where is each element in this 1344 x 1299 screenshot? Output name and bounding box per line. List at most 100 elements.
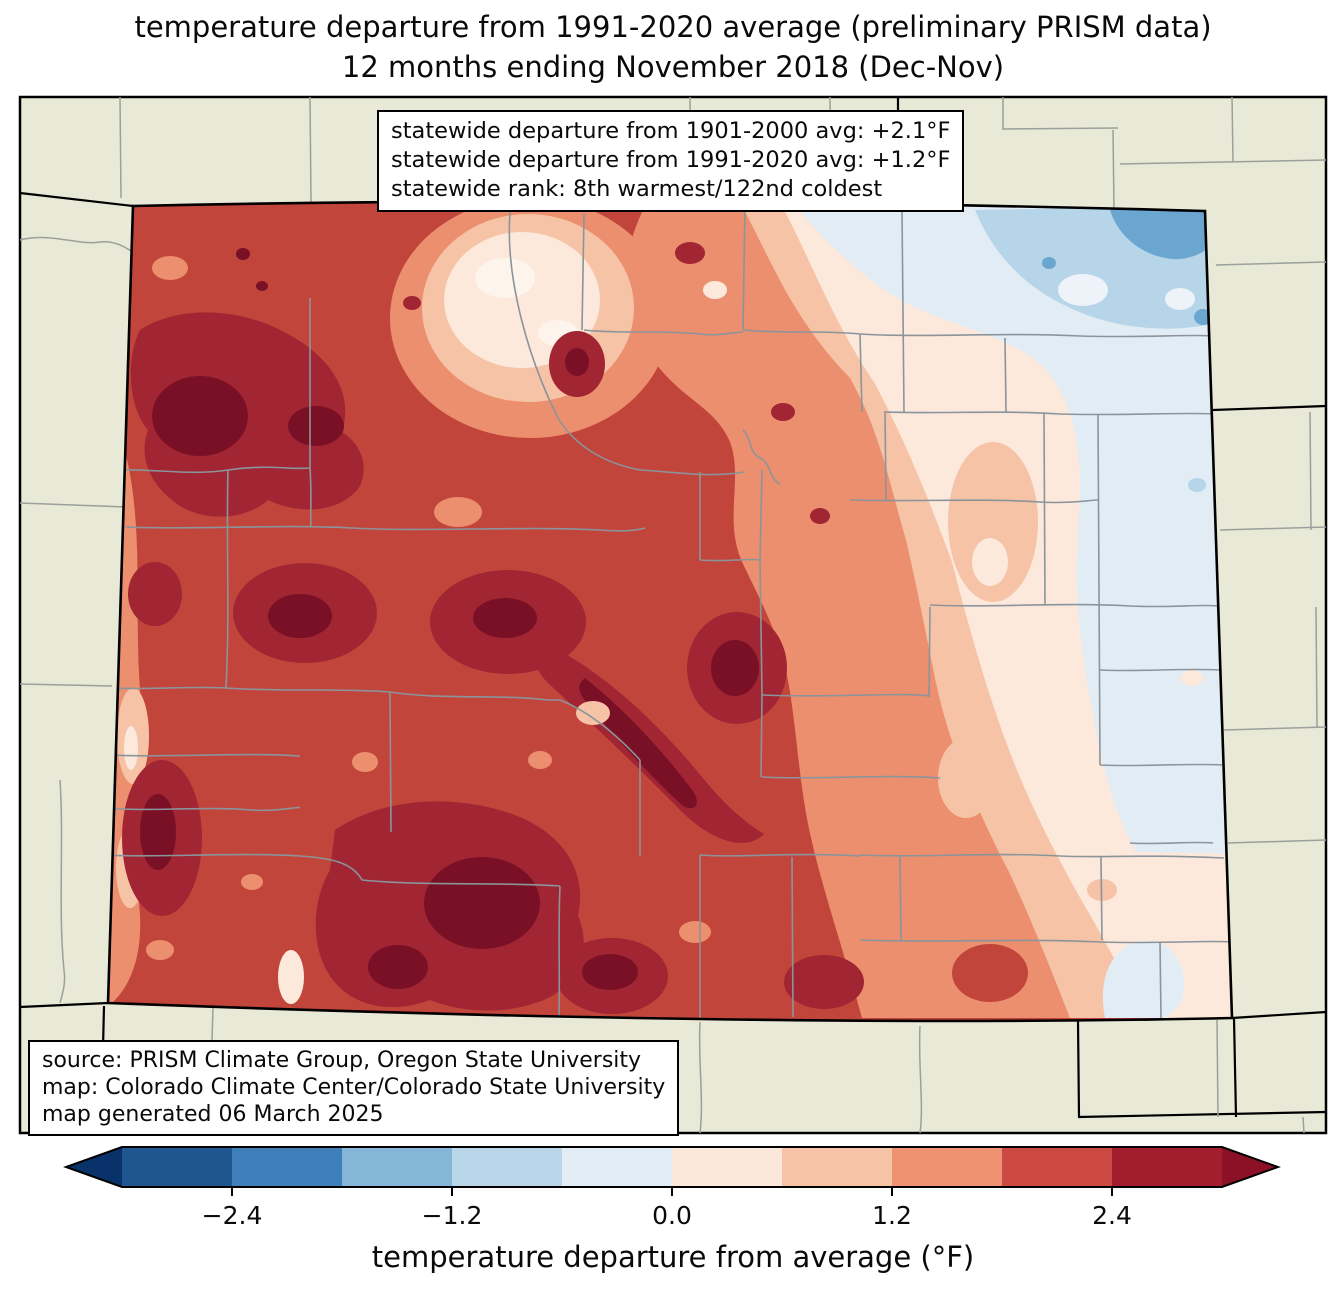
colorbar-segment — [1112, 1147, 1223, 1187]
colorbar-segment — [672, 1147, 783, 1187]
county-line — [1004, 337, 1007, 413]
margin-county-line — [1231, 96, 1234, 163]
county-line — [108, 753, 301, 757]
map-region — [938, 738, 994, 818]
county-line — [559, 699, 641, 761]
county-line — [742, 429, 781, 485]
state-line — [1231, 1010, 1327, 1020]
margin-county-line — [19, 236, 134, 253]
map-region — [1110, 206, 1211, 260]
map-region — [434, 497, 482, 527]
state-line — [1076, 1020, 1081, 1118]
colorbar-segment — [342, 1147, 453, 1187]
margin-county-line — [59, 779, 66, 1004]
map-credit-line: map: Colorado Climate Center/Colorado St… — [42, 1075, 666, 1100]
state-line — [19, 191, 134, 208]
county-line — [899, 856, 902, 941]
colorbar-segment — [232, 1147, 343, 1187]
colorbar-segment — [562, 1147, 673, 1187]
margin-county-line — [1219, 526, 1327, 531]
stat-line-1901-2000: statewide departure from 1901-2000 avg: … — [391, 118, 951, 144]
map-region — [1102, 940, 1185, 1018]
temperature-contour-regions — [108, 201, 1232, 1022]
county-line — [309, 467, 312, 528]
county-line — [508, 211, 641, 471]
page-title: temperature departure from 1991-2020 ave… — [134, 10, 1212, 44]
county-line — [389, 691, 560, 701]
map-region — [795, 201, 1232, 854]
margin-county-line — [1227, 839, 1327, 844]
county-line — [929, 603, 1219, 608]
county-line — [108, 686, 227, 690]
margin-county-line — [1302, 1116, 1305, 1134]
margin-county-line — [309, 96, 312, 203]
map-region — [288, 406, 344, 446]
county-line — [1129, 841, 1214, 845]
map-region — [140, 794, 176, 870]
generated-date-line: map generated 06 March 2025 — [42, 1102, 384, 1127]
county-line — [108, 853, 363, 881]
county-line — [901, 211, 905, 413]
map-region — [679, 921, 711, 943]
county-line — [699, 558, 761, 562]
margin-county-line — [1002, 127, 1119, 130]
county-line — [699, 853, 861, 857]
county-line — [760, 694, 763, 778]
map-region — [703, 281, 727, 299]
map-region — [1181, 670, 1203, 686]
map-region — [810, 508, 830, 524]
county-line — [558, 885, 561, 1019]
map-region — [784, 955, 864, 1009]
map-region — [838, 609, 886, 705]
map-region — [424, 857, 540, 949]
map-region — [475, 258, 535, 298]
map-region — [128, 562, 182, 626]
map-region — [222, 318, 262, 348]
margin-county-line — [1215, 261, 1327, 266]
map-region — [236, 248, 250, 260]
margin-county-line — [19, 683, 113, 687]
county-line — [1097, 413, 1101, 766]
state-line — [1212, 404, 1327, 412]
map-region — [403, 296, 421, 310]
county-line — [759, 469, 763, 561]
state-line — [1232, 1017, 1238, 1118]
county-line — [883, 411, 1217, 416]
county-line — [759, 559, 763, 696]
map-region — [972, 538, 1008, 586]
county-line — [884, 411, 887, 501]
map-region — [1188, 478, 1206, 492]
map-region — [711, 640, 759, 696]
map-region — [124, 726, 138, 770]
colorbar-over-arrow — [1222, 1147, 1278, 1187]
map-region — [938, 366, 978, 394]
map-region — [771, 403, 795, 421]
colorbar-tick-label: 1.2 — [872, 1201, 912, 1230]
margin-county-line — [1216, 1019, 1219, 1118]
map-region — [256, 281, 268, 291]
colorbar-tick-label: −2.4 — [201, 1201, 263, 1230]
margin-county-line — [211, 1007, 214, 1041]
county-line — [928, 606, 931, 698]
colorbar-segment — [122, 1147, 233, 1187]
map-region — [473, 598, 537, 638]
county-line — [361, 879, 561, 887]
map-region — [1042, 257, 1056, 269]
margin-county-line — [1309, 411, 1312, 531]
stat-line-1991-2020: statewide departure from 1991-2020 avg: … — [391, 147, 951, 173]
map-region — [241, 874, 263, 890]
state-line — [19, 1001, 109, 1009]
margin-county-line — [119, 96, 122, 199]
margin-county-line — [1315, 606, 1318, 729]
colorbar-tick-label: −1.2 — [421, 1201, 483, 1230]
margin-county-line — [698, 1021, 703, 1134]
county-line — [389, 691, 392, 833]
margin-county-line — [918, 1025, 923, 1134]
neighbor-state-lines — [19, 96, 1327, 1134]
county-line — [761, 775, 941, 779]
county-line — [742, 329, 1214, 338]
page-subtitle: 12 months ending November 2018 (Dec-Nov) — [341, 50, 1005, 84]
county-line — [125, 525, 646, 532]
map-region — [368, 945, 428, 989]
colorbar-segment — [782, 1147, 893, 1187]
